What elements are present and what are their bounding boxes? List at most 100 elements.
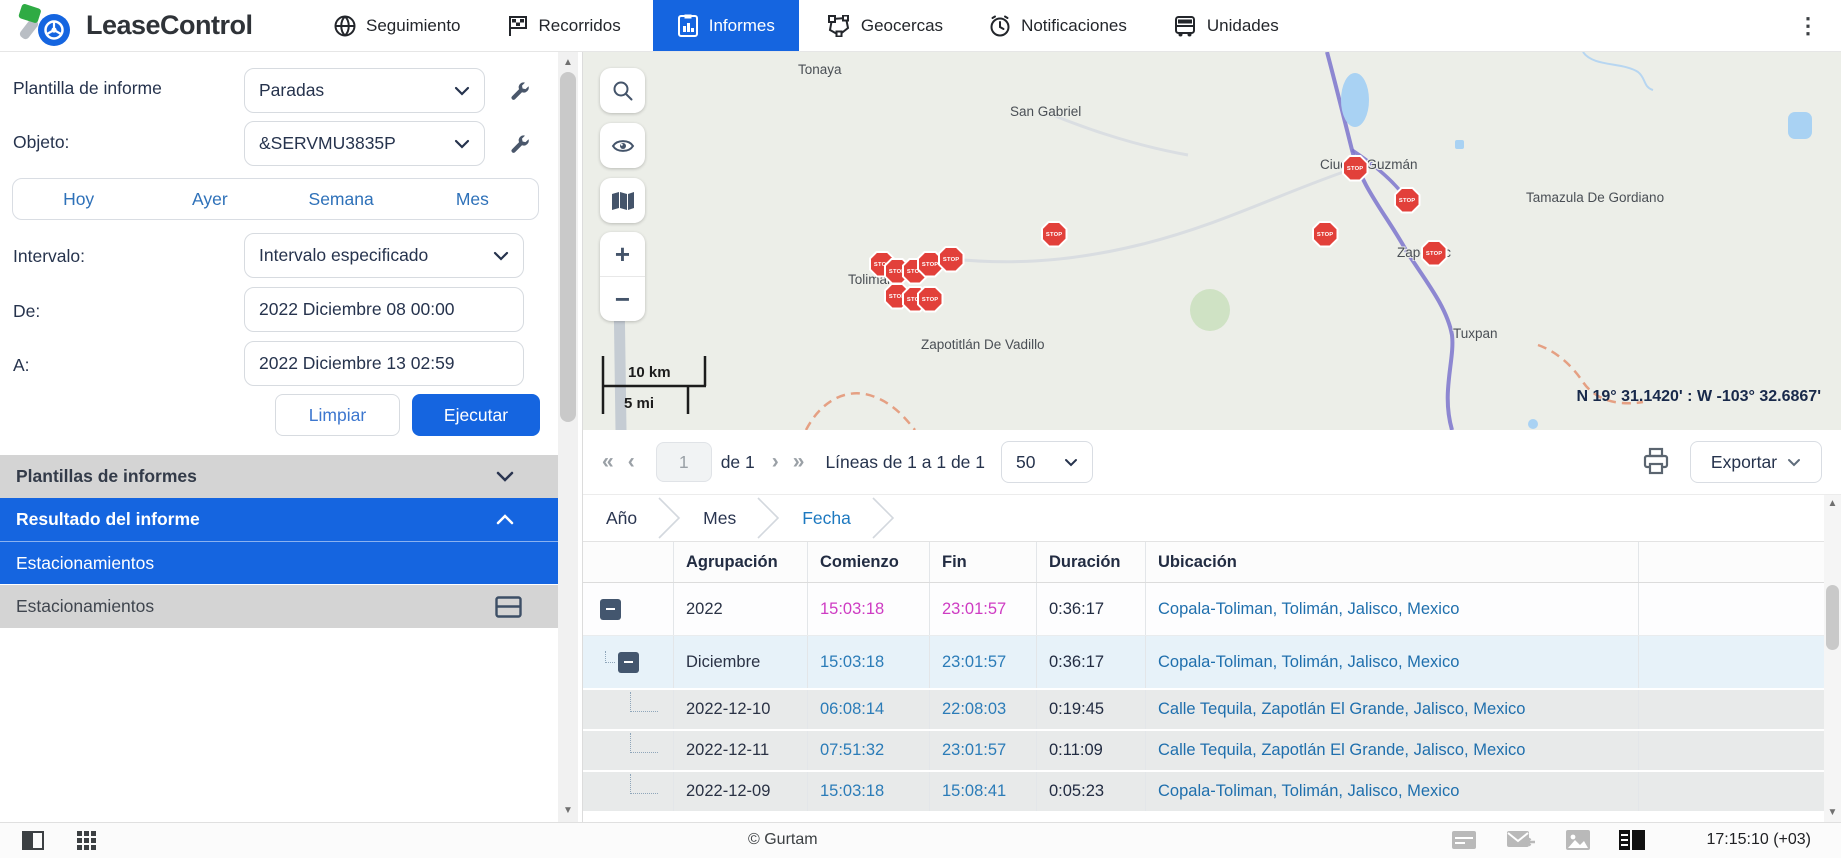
app-window: LeaseControl Seguimiento Recorridos Inform… [0,0,1841,858]
media-icon[interactable] [1565,829,1591,851]
result-item-estacionamientos[interactable]: Estacionamientos [0,541,558,584]
tree-branch-icon [630,733,658,753]
chevron-up-icon [496,514,514,525]
from-datetime-input[interactable]: 2022 Diciembre 08 00:00 [244,287,524,332]
cell-filler [1639,690,1824,729]
table-body: 202215:03:1823:01:570:36:17Copala-Tolima… [583,583,1824,813]
tab-unidades[interactable]: Unidades [1169,0,1283,51]
notes-icon[interactable] [1451,829,1477,851]
map-search-button[interactable] [600,68,645,113]
cell-agrupacion: 2022-12-10 [674,690,808,729]
flag-icon [507,15,529,37]
interval-label: Intervalo: [13,246,85,267]
scroll-down-icon[interactable]: ▼ [558,804,578,818]
tab-seguimiento[interactable]: Seguimiento [330,0,465,51]
result-item-estacionamientos[interactable]: Estacionamientos [0,585,558,628]
breadcrumb-separator-icon [756,496,782,540]
section-report-result[interactable]: Resultado del informe [0,498,558,541]
print-button[interactable] [1641,446,1671,476]
overflow-menu-button[interactable]: ⋮ [1797,0,1819,52]
clear-button[interactable]: Limpiar [275,394,400,436]
table-row[interactable]: Diciembre15:03:1823:01:570:36:17Copala-T… [583,636,1824,690]
object-wrench-icon[interactable] [507,132,531,156]
to-datetime-input[interactable]: 2022 Diciembre 13 02:59 [244,341,524,386]
collapse-row-button[interactable] [618,652,639,673]
stop-marker[interactable]: STOP [1342,155,1369,182]
map-visibility-button[interactable] [600,123,645,168]
interval-select[interactable]: Intervalo especificado [244,233,524,278]
column-header-agrupación: Agrupación [674,542,808,582]
last-page-button[interactable]: » [786,450,812,474]
map-layers-button[interactable] [600,178,645,223]
zoom-out-button[interactable]: − [600,277,645,321]
range-semana-button[interactable]: Semana [276,179,407,219]
scroll-up-icon[interactable]: ▲ [1824,497,1841,511]
stop-marker[interactable]: STOP [1312,221,1339,248]
table-row[interactable]: 2022-12-0915:03:1815:08:410:05:23Copala-… [583,772,1824,813]
table-row[interactable]: 202215:03:1823:01:570:36:17Copala-Tolima… [583,583,1824,636]
first-page-button[interactable]: « [595,450,621,474]
cell-fin: 15:08:41 [930,772,1037,811]
range-mes-button[interactable]: Mes [407,179,538,219]
cell-comienzo: 15:03:18 [808,636,930,688]
tree-branch-icon [630,692,658,712]
incoming-message-icon[interactable] [1506,829,1536,851]
cell-ubicacion: Copala-Toliman, Tolimán, Jalisco, Mexico [1146,772,1639,811]
next-page-button[interactable]: › [765,450,786,474]
truck-icon [1173,15,1197,37]
column-header-empty [1639,542,1824,582]
cell-duracion: 0:36:17 [1037,636,1146,688]
cell-duracion: 0:11:09 [1037,731,1146,770]
map-layers-icon [611,191,635,211]
execute-button[interactable]: Ejecutar [412,394,540,436]
cell-fin: 22:08:03 [930,690,1037,729]
cell-duracion: 0:05:23 [1037,772,1146,811]
report-icon [677,14,699,38]
sidebar-scrollbar[interactable]: ▲ ▼ [558,52,578,822]
scroll-up-icon[interactable]: ▲ [558,56,578,70]
sidebar-scroll-thumb[interactable] [560,72,576,422]
breadcrumb-mes[interactable]: Mes [697,508,742,529]
map-canvas[interactable]: TonayaSan GabrielCiudad GuzmánTamazula D… [583,52,1841,430]
breadcrumb-fecha[interactable]: Fecha [796,508,857,529]
tab-notificaciones[interactable]: Notificaciones [985,0,1131,51]
cell-ubicacion: Copala-Toliman, Tolimán, Jalisco, Mexico [1146,636,1639,688]
tab-geocercas[interactable]: Geocercas [823,0,947,51]
zoom-in-button[interactable]: + [600,232,645,277]
split-view-icon[interactable] [1619,829,1645,851]
table-row[interactable]: 2022-12-1006:08:1422:08:030:19:45Calle T… [583,690,1824,731]
breadcrumb-separator-icon [657,496,683,540]
section-report-templates[interactable]: Plantillas de informes [0,455,558,498]
collapse-panel-icon[interactable] [22,831,44,850]
prev-page-button[interactable]: ‹ [621,450,642,474]
table-scrollbar[interactable]: ▲ ▼ [1824,495,1841,822]
leasecontrol-logo-icon [18,4,76,48]
page-number-input[interactable]: 1 [656,442,712,482]
stop-sign-icon: STOP [1344,157,1367,180]
column-header-fin: Fin [930,542,1037,582]
chevron-down-icon [454,86,470,96]
table-scroll-thumb[interactable] [1826,585,1839,650]
svg-text:10 km: 10 km [628,364,671,381]
app-logo: LeaseControl [0,0,330,51]
range-hoy-button[interactable]: Hoy [13,179,144,219]
tab-informes[interactable]: Informes [653,0,799,51]
stop-marker[interactable]: STOP [1394,187,1421,214]
stop-marker[interactable]: STOP [1421,240,1448,267]
stop-marker[interactable]: STOP [1041,221,1068,248]
export-button[interactable]: Exportar [1690,441,1822,483]
template-wrench-icon[interactable] [507,79,531,103]
page-size-select[interactable]: 50 [1001,441,1093,483]
table-row[interactable]: 2022-12-1107:51:3223:01:570:11:09Calle T… [583,731,1824,772]
apps-grid-icon[interactable] [77,831,97,851]
range-ayer-button[interactable]: Ayer [144,179,275,219]
cell-agrupacion: 2022-12-11 [674,731,808,770]
collapse-row-button[interactable] [600,599,621,620]
object-select[interactable]: &SERVMU3835P [244,121,485,166]
tab-recorridos[interactable]: Recorridos [503,0,625,51]
template-select[interactable]: Paradas [244,68,485,113]
nav-tabs: Seguimiento Recorridos Informes Geocercas No… [330,0,1283,51]
scroll-down-icon[interactable]: ▼ [1824,806,1841,820]
stop-sign-icon: STOP [1423,242,1446,265]
breadcrumb-año[interactable]: Año [600,508,643,529]
